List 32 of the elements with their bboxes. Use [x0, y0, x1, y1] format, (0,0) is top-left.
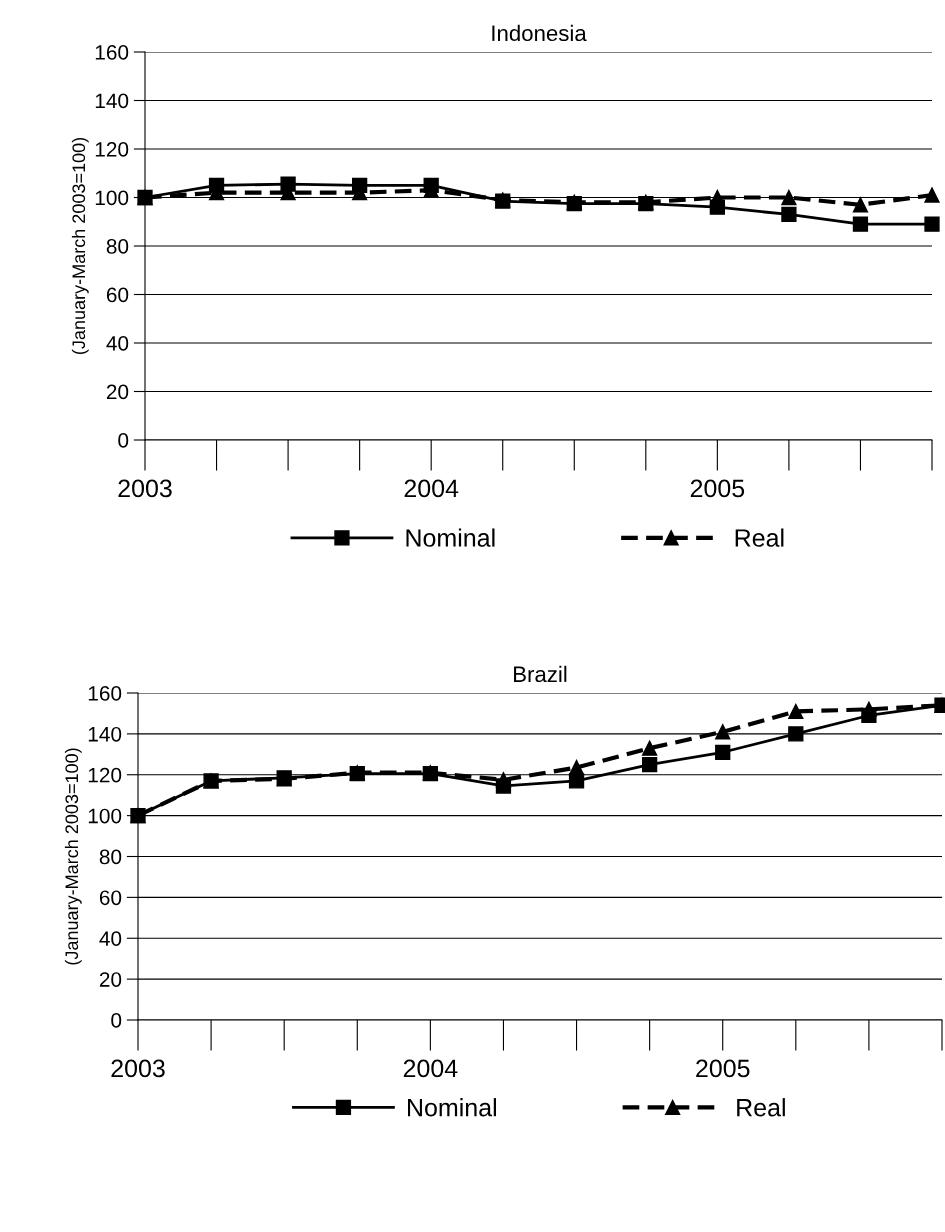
y-tick-label: 60 — [106, 287, 129, 303]
x-tick-label: 2003 — [111, 1059, 165, 1078]
y-tick-label: 40 — [106, 336, 129, 351]
legend-label: Nominal — [406, 528, 495, 547]
legend-label: Nominal — [408, 1098, 496, 1117]
x-tick-label: 2005 — [690, 479, 745, 498]
x-tick-label: 2004 — [404, 479, 459, 498]
y-tick-label: 20 — [106, 384, 129, 400]
x-tick-label: 2005 — [696, 1059, 750, 1078]
y-tick-label: 20 — [99, 972, 122, 987]
y-tick-label: 160 — [88, 686, 122, 701]
y-tick-label: 120 — [95, 142, 129, 157]
y-tick-label: 160 — [95, 45, 129, 60]
y-tick-label: 0 — [118, 433, 129, 448]
y-tick-label: 40 — [99, 931, 122, 946]
y-tick-label: 140 — [95, 93, 129, 109]
y-tick-label: 100 — [88, 808, 122, 824]
y-tick-label: 120 — [88, 767, 122, 783]
x-tick-label: 2003 — [118, 479, 172, 498]
legend-label: Real — [737, 1098, 785, 1117]
x-tick-label: 2004 — [403, 1059, 458, 1078]
y-axis-title: (January-March 2003=100) — [64, 748, 82, 965]
chart-title: Brazil — [514, 665, 567, 683]
legend-label: Real — [735, 528, 784, 547]
y-tick-label: 80 — [106, 239, 129, 254]
y-axis-title: (January-March 2003=100) — [71, 137, 89, 355]
chart-title: Indonesia — [492, 24, 587, 42]
y-tick-label: 80 — [99, 849, 122, 865]
y-tick-label: 60 — [99, 890, 122, 906]
y-tick-label: 140 — [88, 726, 122, 742]
y-tick-label: 100 — [95, 190, 129, 206]
y-tick-label: 0 — [111, 1013, 122, 1028]
